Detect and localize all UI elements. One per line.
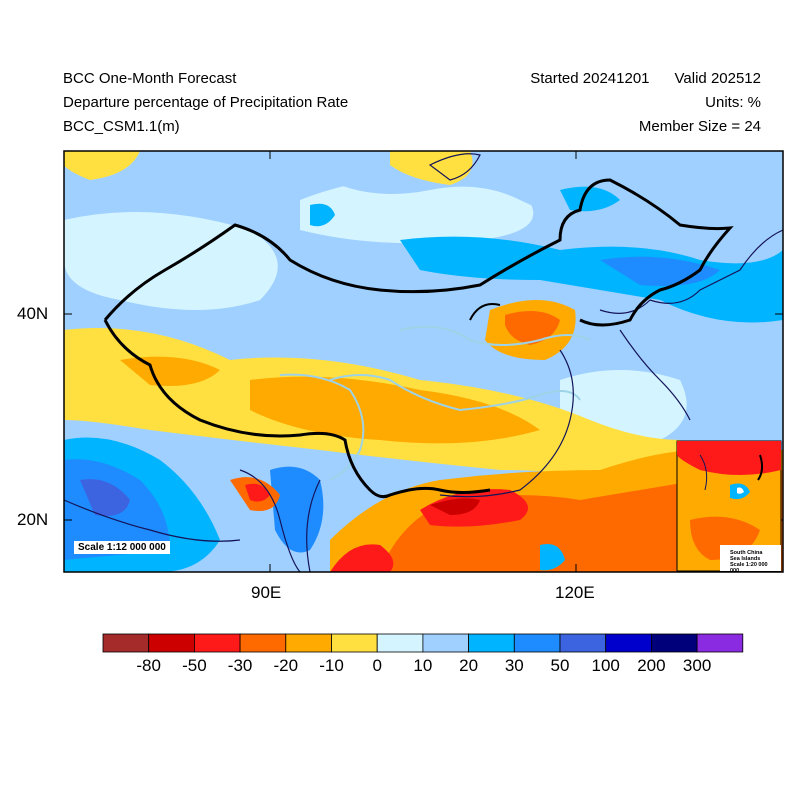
title-forecast: BCC One-Month Forecast <box>63 70 237 87</box>
started-date: Started 20241201 <box>530 70 650 87</box>
colorbar-swatch <box>605 633 652 653</box>
inset-map <box>676 440 782 572</box>
colorbar-tick-label: -50 <box>182 656 207 675</box>
colorbar-tick-label: 20 <box>459 656 479 675</box>
map-frame <box>63 150 784 573</box>
colorbar-swatch <box>102 633 150 653</box>
colorbar-tick-label: -10 <box>319 656 344 675</box>
colorbar-tick-label: 300 <box>682 656 712 675</box>
colorbar-swatch <box>376 633 424 653</box>
colorbar-swatch <box>651 633 698 653</box>
inset-scale: Scale 1:20 000 000 <box>730 562 768 574</box>
member-size-label: Member Size = 24 <box>638 118 761 135</box>
valid-date: Valid 202512 <box>674 70 761 87</box>
boundaries-layer <box>64 153 783 572</box>
inset-title-1: South China <box>730 550 763 556</box>
colorbar-swatch <box>239 633 287 653</box>
colorbar-tick-label: -30 <box>227 656 253 675</box>
colorbar-swatch <box>559 633 607 653</box>
colorbar-swatch <box>422 633 469 653</box>
colorbar-swatch <box>148 633 195 653</box>
lon-label-120e: 120E <box>555 583 595 602</box>
inset-label: South China Sea Islands Scale 1:20 000 0… <box>730 550 778 574</box>
lat-label-40n: 40N <box>17 304 49 323</box>
colorbar-swatch <box>331 633 378 653</box>
colorbar-tick-label: 200 <box>637 656 666 675</box>
colorbar-swatch <box>513 633 561 653</box>
title-model: BCC_CSM1.1(m) <box>63 118 180 135</box>
lon-label-90e: 90E <box>251 583 282 602</box>
colorbar-tick-label: 30 <box>504 656 524 675</box>
colorbar-tick-label: 10 <box>413 656 433 675</box>
lat-label-20n: 20N <box>17 510 49 529</box>
colorbar-tick-label: 50 <box>550 656 570 675</box>
colorbar-tick-label: 0 <box>372 656 382 675</box>
colorbar-swatch <box>193 633 241 653</box>
units-label: Units: % <box>705 94 761 111</box>
colorbar-swatch <box>468 633 515 653</box>
scale-label: Scale 1:12 000 000 <box>74 541 170 554</box>
colorbar-tick-label: 100 <box>591 656 620 675</box>
title-dates: Started 20241201 Valid 202512 <box>530 70 761 88</box>
colorbar-swatch <box>696 633 744 653</box>
colorbar-tick-label: -80 <box>136 656 161 675</box>
title-variable: Departure percentage of Precipitation Ra… <box>63 94 349 111</box>
colorbar-swatch <box>285 633 332 653</box>
colorbar <box>102 633 744 653</box>
colorbar-tick-label: -20 <box>273 656 299 675</box>
field-layer <box>64 151 783 572</box>
inset-title-2: Sea Islands <box>730 556 761 562</box>
